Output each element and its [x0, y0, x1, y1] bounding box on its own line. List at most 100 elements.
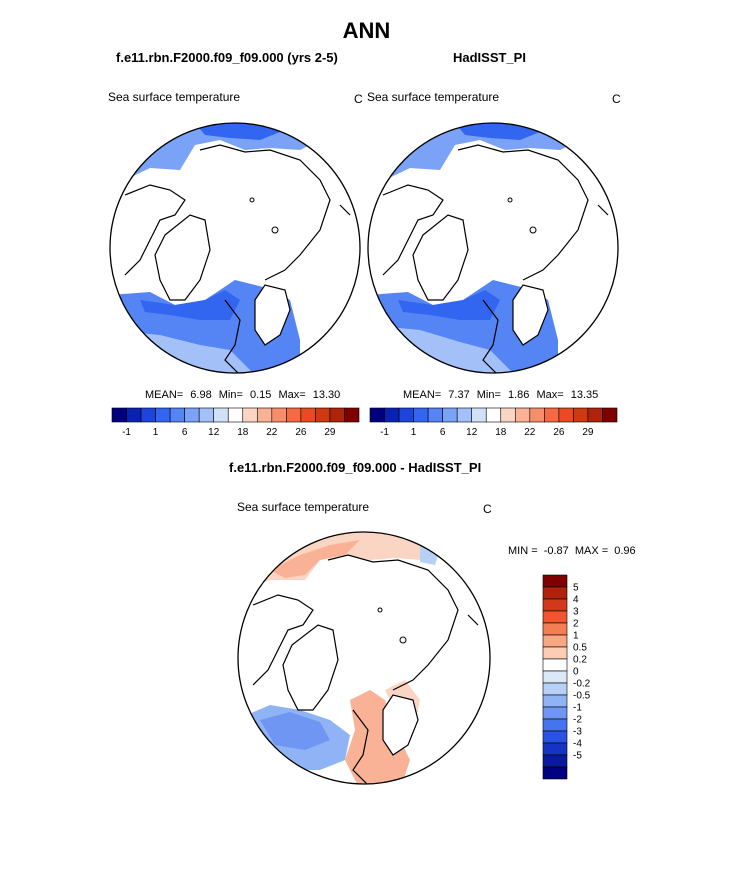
diff-min-label: MIN = — [508, 545, 538, 557]
left-colorbar-swatch — [300, 407, 316, 423]
left-map-border — [109, 122, 361, 374]
right-colorbar-swatch — [500, 407, 516, 423]
left-colorbar-swatch — [242, 407, 258, 423]
diff-colorbar-tick-label: -4 — [573, 739, 582, 750]
left-colorbar-tick-label: 29 — [324, 427, 336, 438]
diff-scandinavia — [382, 694, 419, 756]
diff-min-value: -0.87 — [543, 545, 569, 557]
left-atlantic-sst-cold — [140, 290, 240, 320]
diff-atlantic-cool-strong — [260, 712, 330, 750]
left-colorbar: -1 1 6 12 18 22 26 29 — [111, 407, 360, 438]
left-panel-heading: f.e11.rbn.F2000.f09_f09.000 (yrs 2-5) — [116, 50, 338, 65]
left-colorbar-tick-label: 26 — [295, 427, 307, 438]
diff-colorbar-swatch — [542, 742, 568, 756]
left-colorbar-tick-label: 12 — [208, 427, 220, 438]
left-colorbar-swatch — [227, 407, 244, 423]
left-colorbar-swatch — [315, 407, 331, 423]
right-scandinavia — [512, 284, 549, 346]
left-colorbar-swatch — [184, 407, 200, 423]
diff-colorbar-swatch — [542, 682, 568, 696]
right-colorbar-swatch — [413, 407, 429, 423]
diff-colorbar-tick-label: 0 — [573, 667, 579, 678]
right-colorbar-tick-label: 22 — [524, 427, 536, 438]
left-stats: MEAN= 6.98 Min= 0.15 Max= 13.30 — [145, 389, 340, 401]
right-colorbar-swatch — [529, 407, 545, 423]
left-polar-map — [110, 123, 360, 373]
left-colorbar-swatch — [155, 407, 171, 423]
diff-colorbar-swatch — [542, 622, 568, 636]
right-colorbar-swatch — [427, 407, 443, 423]
right-canada-coast — [382, 184, 444, 276]
right-colorbar-tick-label: 18 — [495, 427, 507, 438]
diff-colorbar-tick-label: 0.5 — [573, 643, 587, 654]
right-colorbar-swatch — [471, 407, 487, 423]
left-colorbar-swatch — [140, 407, 156, 423]
left-canada-coast — [124, 184, 186, 276]
right-atlantic-sst-cold — [398, 290, 500, 320]
diff-colorbar-tick-label: -3 — [573, 727, 582, 738]
diff-colorbar-tick-label: 0.2 — [573, 655, 587, 666]
left-mean-label: MEAN= — [145, 389, 184, 401]
right-colorbar-tick-label: 26 — [553, 427, 565, 438]
right-panel-heading: HadISST_PI — [453, 50, 526, 65]
right-colorbar-tick-label: 1 — [411, 427, 417, 438]
diff-stats: MIN = -0.87 MAX = 0.96 — [508, 545, 636, 557]
diff-colorbar-swatch — [542, 574, 568, 588]
diff-map-border — [237, 531, 491, 785]
right-colorbar-swatch — [442, 407, 458, 423]
diff-panel-heading: f.e11.rbn.F2000.f09_f09.000 - HadISST_PI — [229, 460, 482, 475]
right-map-border — [367, 122, 619, 374]
left-colorbar-tick-label: 22 — [266, 427, 278, 438]
diff-norwegian-warm — [345, 690, 410, 784]
left-max-value: 13.30 — [312, 389, 341, 401]
left-units-label: C — [354, 92, 363, 106]
right-colorbar-swatch — [456, 407, 473, 423]
left-colorbar-swatch — [111, 407, 127, 423]
left-colorbar-swatch — [329, 407, 345, 423]
diff-colorbar-swatch — [542, 754, 568, 768]
diff-colorbar-swatch — [542, 766, 568, 780]
right-colorbar: -1 1 6 12 18 22 26 29 — [369, 407, 618, 438]
diff-colorbar-tick-label: 1 — [573, 631, 579, 642]
right-colorbar-swatch — [398, 407, 414, 423]
left-colorbar-tick-label: -1 — [122, 427, 131, 438]
diff-pacific-warm-strong — [270, 540, 360, 578]
right-variable-label: Sea surface temperature — [367, 90, 500, 104]
diff-colorbar-swatch — [542, 586, 568, 600]
right-colorbar-tick-label: -1 — [380, 427, 389, 438]
right-colorbar-tick-label: 12 — [466, 427, 478, 438]
diff-max-value: 0.96 — [614, 545, 636, 557]
left-colorbar-tick-label: 18 — [237, 427, 249, 438]
right-colorbar-swatch — [514, 407, 531, 423]
right-colorbar-swatch — [587, 407, 603, 423]
left-min-value: 0.15 — [249, 389, 272, 401]
right-colorbar-swatch — [369, 407, 385, 423]
left-colorbar-swatch — [213, 407, 229, 423]
diff-colorbar-swatch — [542, 718, 568, 732]
right-stats: MEAN= 7.37 Min= 1.86 Max= 13.35 — [403, 389, 598, 401]
right-europe-coast — [482, 299, 499, 373]
diff-colorbar-tick-label: -0.5 — [573, 691, 591, 702]
left-mean-value: 6.98 — [190, 389, 212, 401]
diff-colorbar-tick-label: -2 — [573, 715, 582, 726]
right-polar-map — [368, 123, 618, 373]
left-colorbar-swatch — [198, 407, 215, 423]
diff-polar-map — [238, 532, 490, 784]
left-variable-label: Sea surface temperature — [108, 90, 241, 104]
right-min-label: Min= — [476, 389, 501, 401]
diff-canada-coast — [252, 594, 314, 686]
diff-colorbar-tick-label: -5 — [573, 751, 582, 762]
diff-europe-coast — [352, 709, 369, 784]
left-scandinavia — [254, 284, 291, 346]
left-colorbar-swatch — [256, 407, 273, 423]
right-siberia-coast — [457, 144, 589, 281]
diff-siberia-coast — [327, 554, 459, 691]
diff-colorbar-tick-label: 2 — [573, 619, 579, 630]
left-siberia-coast — [199, 144, 331, 281]
right-colorbar-swatch — [384, 407, 400, 423]
diff-colorbar-tick-label: -1 — [573, 703, 582, 714]
diff-colorbar-tick-label: 5 — [573, 583, 579, 594]
right-mean-label: MEAN= — [403, 389, 442, 401]
right-units-label: C — [612, 92, 621, 106]
